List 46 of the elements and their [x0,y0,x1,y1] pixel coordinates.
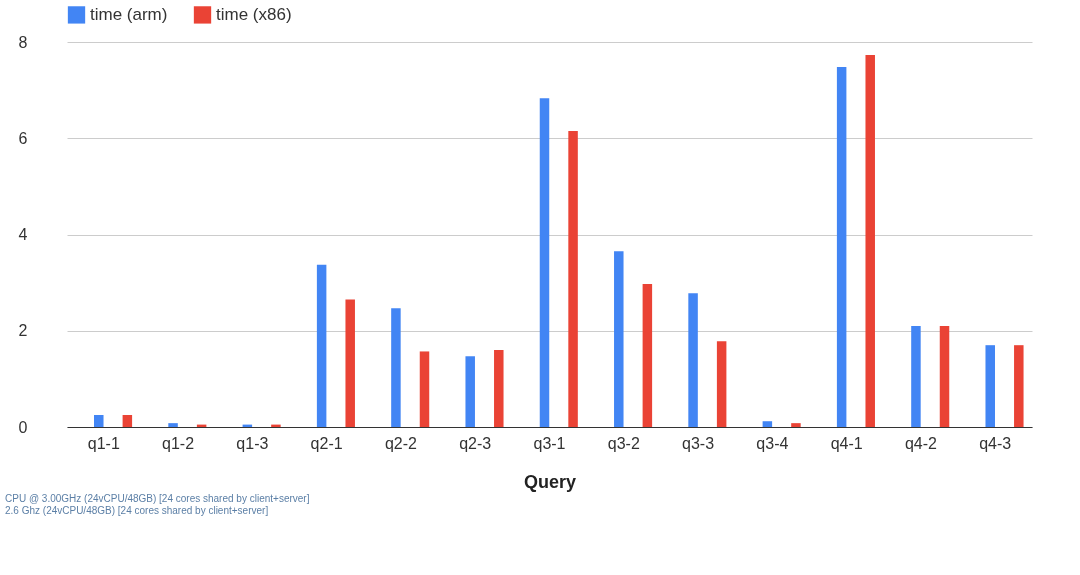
bar [568,131,578,427]
x-tick-label: q4-2 [904,434,938,452]
bar [865,54,875,427]
x-tick-label: q2-2 [384,434,418,452]
y-tick-label: 4 [18,226,28,243]
text: CPU @ 3.00GHz (24vCPU/48GB) [24 cores shared by client+server] [5,493,310,504]
bar [939,325,950,427]
x-tick-label: q1-1 [87,434,120,452]
legend-label: time (x86) [216,4,292,24]
x-tick-label: q4-1 [830,434,863,452]
bar [419,351,430,427]
bar [836,67,847,427]
bar [494,350,504,427]
y-tick-label: 8 [18,33,28,51]
bar [391,308,401,427]
bar [1014,345,1024,427]
bar [345,299,355,427]
bar [911,325,921,427]
x-tick-label: q3-1 [533,434,566,452]
x-axis-title: Query [523,471,577,492]
bar [316,264,327,427]
y-tick-label: 0 [18,418,28,436]
x-tick-label: q2-1 [310,434,343,452]
bar [716,341,727,427]
x-tick-label: q1-2 [162,434,195,452]
y-tick-label: 2 [18,322,28,340]
bar [539,98,550,427]
bar [94,414,104,427]
bar [985,345,995,427]
bar [614,251,624,427]
bar [791,423,801,427]
legend-label: time (arm) [90,4,168,24]
bar [688,293,698,427]
x-tick-label: q3-4 [756,434,789,452]
x-tick-label: q4-3 [979,434,1012,452]
x-tick-label: q2-3 [459,434,492,452]
x-tick-label: q1-3 [236,434,269,452]
bar [465,356,475,427]
bar [122,414,133,427]
x-tick-label: q3-2 [607,434,640,452]
bar [762,421,773,427]
y-tick-label: 6 [18,129,28,147]
bar [642,284,653,427]
text: 2.6 Ghz (24vCPU/48GB) [24 cores shared by client+server] [5,505,269,516]
x-tick-label: q3-3 [682,434,715,452]
bar [168,423,178,427]
